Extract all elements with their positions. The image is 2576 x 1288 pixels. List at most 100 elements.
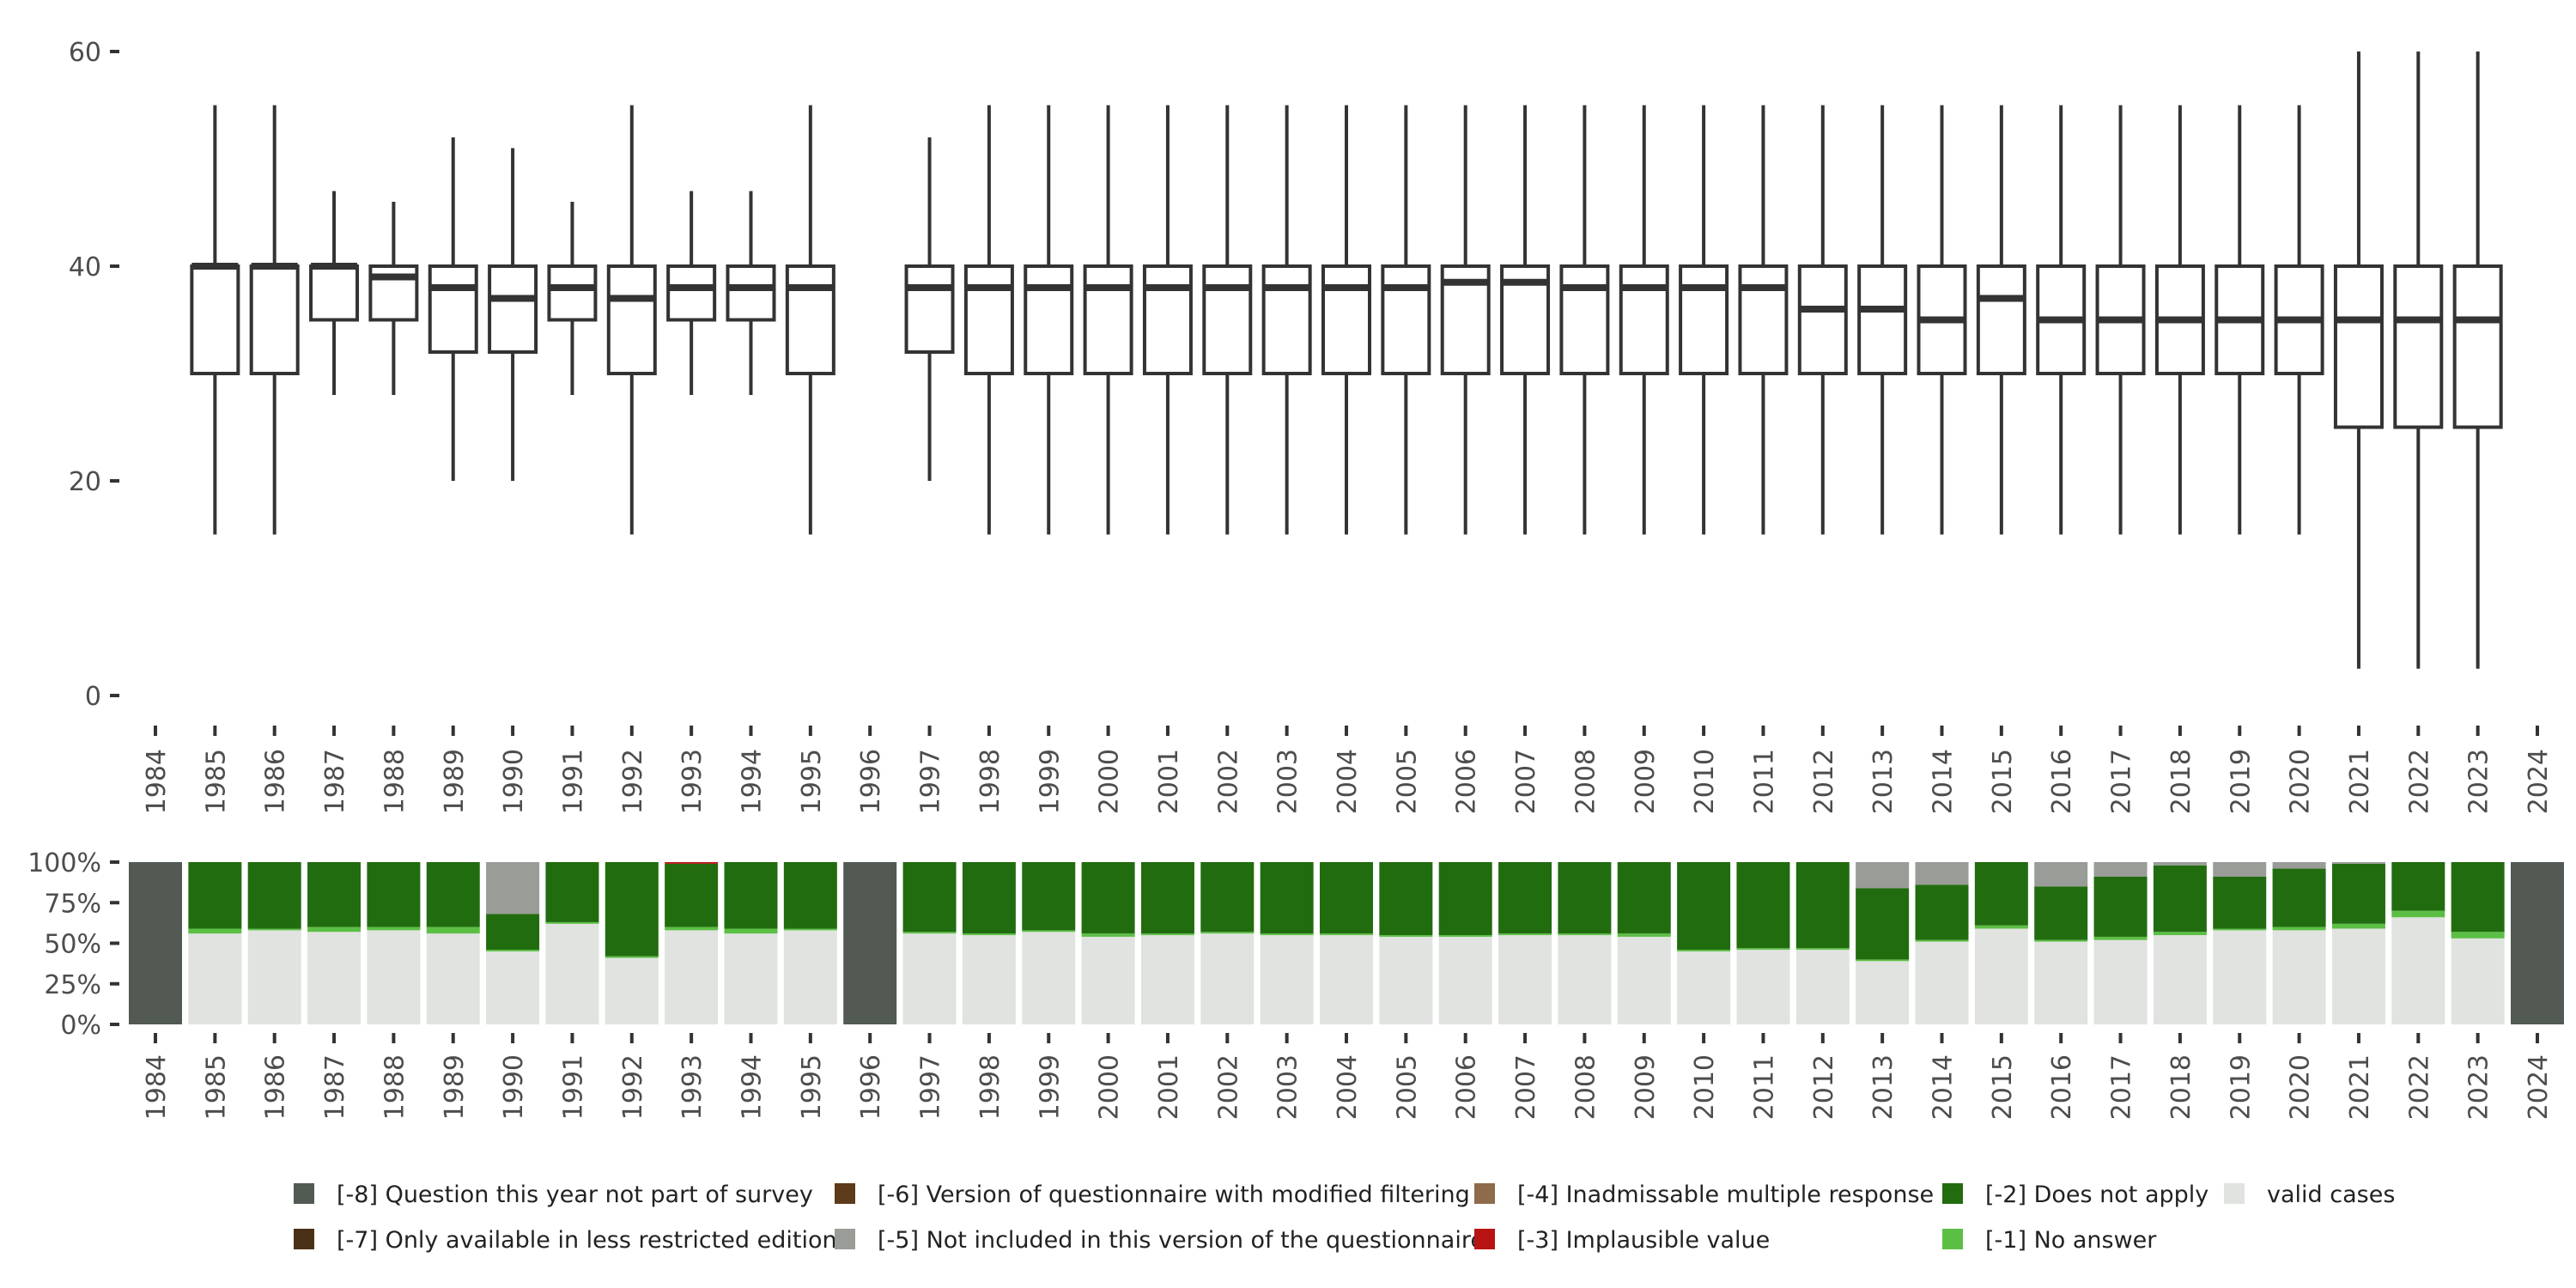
legend-label: [-7] Only available in less restricted e… xyxy=(337,1227,837,1254)
bar-segment-valid xyxy=(1617,936,1671,1024)
bar-segment-no-answer xyxy=(367,927,421,931)
x-tick-label: 2011 xyxy=(1749,1054,1779,1120)
box-2008 xyxy=(1559,105,1610,535)
legend-item-less-restricted: [-7] Only available in less restricted e… xyxy=(294,1227,837,1254)
x-tick-label: 2017 xyxy=(2107,1054,2137,1120)
box-2015 xyxy=(1976,105,2026,535)
bar-segment-no-answer xyxy=(2213,928,2267,931)
bar-1993 xyxy=(665,862,719,1024)
box-body xyxy=(904,264,955,354)
box-1994 xyxy=(726,191,776,395)
bar-segment-valid xyxy=(1558,935,1612,1024)
bar-2011 xyxy=(1736,862,1790,1024)
x-tick-label: 1988 xyxy=(380,1054,410,1120)
bar-segment-valid xyxy=(307,932,361,1024)
bar-segment-no-answer xyxy=(2391,910,2445,918)
legend-swatch xyxy=(1942,1183,1963,1204)
y-tick-label: 20 xyxy=(69,467,101,497)
x-tick-label: 1992 xyxy=(618,749,648,814)
x-tick-label: 1998 xyxy=(975,749,1005,814)
x-tick-label: 2022 xyxy=(2404,1054,2434,1120)
x-tick-label: 2012 xyxy=(1809,1054,1839,1120)
legend-label: [-6] Version of questionnaire with modif… xyxy=(878,1182,1470,1208)
x-tick-label: 1999 xyxy=(1035,749,1065,814)
bar-segment-valid xyxy=(665,930,719,1024)
bar-2009 xyxy=(1617,862,1671,1024)
x-tick-label: 1995 xyxy=(797,749,827,814)
x-tick-label: 2012 xyxy=(1809,749,1839,814)
bar-2024 xyxy=(2511,862,2564,1024)
x-tick-label: 2006 xyxy=(1452,1054,1482,1120)
bar-1992 xyxy=(605,862,659,1024)
box-2018 xyxy=(2154,105,2205,535)
x-tick-label: 1990 xyxy=(499,749,529,814)
bar-1998 xyxy=(962,862,1016,1024)
bar-segment-no-answer xyxy=(1200,932,1255,934)
legend-item-does-not-apply: [-2] Does not apply xyxy=(1942,1182,2208,1208)
box-2017 xyxy=(2095,105,2146,535)
bar-segment-no-answer xyxy=(2093,936,2148,940)
box-body xyxy=(1679,264,1729,375)
x-tick-label: 1994 xyxy=(738,749,768,814)
bar-segment-valid xyxy=(2093,939,2148,1024)
x-tick-label: 2016 xyxy=(2047,1054,2077,1120)
bar-2007 xyxy=(1498,862,1552,1024)
bar-segment-not-included xyxy=(1915,862,1969,885)
x-tick-label: 2015 xyxy=(1988,749,2018,814)
x-tick-label: 2024 xyxy=(2524,749,2554,814)
x-tick-label: 1997 xyxy=(916,1054,946,1120)
bar-segment-no-answer xyxy=(1974,925,2028,929)
box-2006 xyxy=(1440,105,1491,535)
x-tick-label: 1996 xyxy=(856,749,886,814)
bar-segment-no-answer xyxy=(1438,935,1492,937)
bar-segment-no-answer xyxy=(2272,927,2326,931)
legend-item-implausible: [-3] Implausible value xyxy=(1474,1227,1770,1254)
x-tick-label: 1991 xyxy=(558,749,588,814)
box-body xyxy=(1261,264,1312,375)
box-2002 xyxy=(1202,105,1253,535)
bar-1990 xyxy=(486,862,540,1024)
x-tick-label: 2014 xyxy=(1929,749,1959,814)
bar-segment-no-answer xyxy=(1022,930,1076,933)
bar-segment-valid xyxy=(545,923,599,1024)
box-2013 xyxy=(1857,105,1908,535)
bar-segment-not-part xyxy=(2511,862,2564,1024)
bar-segment-valid xyxy=(1915,941,1969,1024)
x-tick-label: 1995 xyxy=(797,1054,827,1120)
box-2014 xyxy=(1917,105,1967,535)
legend-swatch xyxy=(1474,1183,1495,1204)
x-tick-label: 2021 xyxy=(2345,749,2375,814)
x-tick-label: 2001 xyxy=(1154,749,1184,814)
bar-segment-no-answer xyxy=(1558,933,1612,936)
bar-segment-does-not-apply xyxy=(2034,886,2088,940)
bar-segment-does-not-apply xyxy=(367,862,421,927)
box-body xyxy=(1738,264,1789,375)
bar-1999 xyxy=(1022,862,1076,1024)
bar-segment-no-answer xyxy=(1617,933,1671,937)
box-body xyxy=(1976,264,2026,375)
bar-1984 xyxy=(129,862,182,1024)
x-tick-label: 1993 xyxy=(677,749,708,814)
bar-segment-valid xyxy=(1856,961,1910,1024)
bar-segment-does-not-apply xyxy=(1736,862,1790,949)
legend-swatch xyxy=(1942,1229,1963,1249)
bar-2021 xyxy=(2331,862,2385,1024)
box-2005 xyxy=(1381,105,1431,535)
legend-swatch xyxy=(835,1183,855,1204)
bar-1989 xyxy=(426,862,480,1024)
box-2001 xyxy=(1142,105,1193,535)
box-body xyxy=(666,264,717,322)
x-tick-label: 2009 xyxy=(1631,749,1661,814)
x-tick-label: 1996 xyxy=(856,1054,886,1120)
bar-segment-does-not-apply xyxy=(1677,862,1731,951)
bar-segment-does-not-apply xyxy=(783,862,837,929)
x-tick-label: 1998 xyxy=(975,1054,1005,1120)
bar-1997 xyxy=(902,862,957,1024)
x-tick-label: 1993 xyxy=(677,1054,708,1120)
stacked-bar-panel: 0% 25% 50% 75% 100% 1984 1985 1986 1987 1988 1989 1… xyxy=(27,848,2564,1120)
x-tick-label: 2001 xyxy=(1154,1054,1184,1120)
y-tick-label: 100% xyxy=(27,848,101,878)
bar-segment-valid xyxy=(2451,938,2505,1024)
bar-segment-no-answer xyxy=(902,932,957,934)
legend-label: [-8] Question this year not part of surv… xyxy=(337,1182,813,1208)
